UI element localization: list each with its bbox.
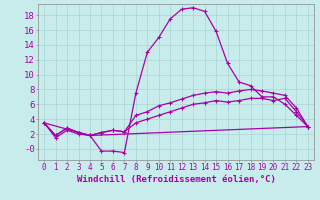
X-axis label: Windchill (Refroidissement éolien,°C): Windchill (Refroidissement éolien,°C) bbox=[76, 175, 276, 184]
